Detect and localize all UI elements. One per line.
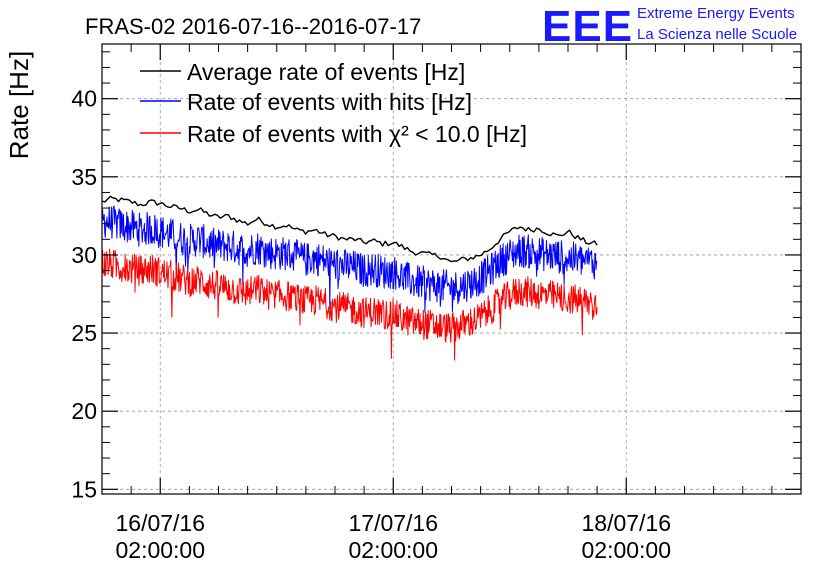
chart-title: FRAS-02 2016-07-16--2016-07-17 [85, 14, 421, 39]
legend-label-1: Rate of events with hits [Hz] [187, 89, 472, 115]
series-line-0 [101, 195, 598, 263]
logo-eee-text: EEE [542, 2, 633, 51]
logo-line-1: Extreme Energy Events [637, 5, 795, 22]
x-tick-date: 17/07/16 [348, 510, 438, 536]
series-line-1 [101, 205, 598, 313]
x-tick-date: 18/07/16 [581, 510, 671, 536]
legend: Average rate of events [Hz] Rate of event… [140, 59, 527, 147]
y-tick-label: 40 [71, 86, 97, 112]
logo-line-2: La Scienza nelle Scuole [637, 26, 797, 43]
axis-ticks [102, 44, 801, 494]
legend-label-0: Average rate of events [Hz] [187, 59, 465, 85]
legend-label-2: Rate of events with χ² < 10.0 [Hz] [187, 121, 527, 147]
x-tick-time: 02:00:00 [581, 537, 671, 563]
eee-logo: EEE Extreme Energy Events La Scienza nel… [542, 2, 797, 51]
y-tick-label: 25 [71, 320, 97, 346]
y-axis-label: Rate [Hz] [4, 51, 34, 159]
y-tick-label: 20 [71, 398, 97, 424]
x-tick-date: 16/07/16 [115, 510, 205, 536]
y-tick-label: 30 [71, 242, 97, 268]
series-line-2 [101, 248, 598, 361]
x-tick-time: 02:00:00 [348, 537, 438, 563]
series-layer [101, 195, 598, 361]
y-tick-label: 35 [71, 164, 97, 190]
y-tick-label: 15 [71, 476, 97, 502]
axis-labels: 15202530354016/07/1602:00:0017/07/1602:0… [71, 86, 671, 563]
x-tick-time: 02:00:00 [115, 537, 205, 563]
